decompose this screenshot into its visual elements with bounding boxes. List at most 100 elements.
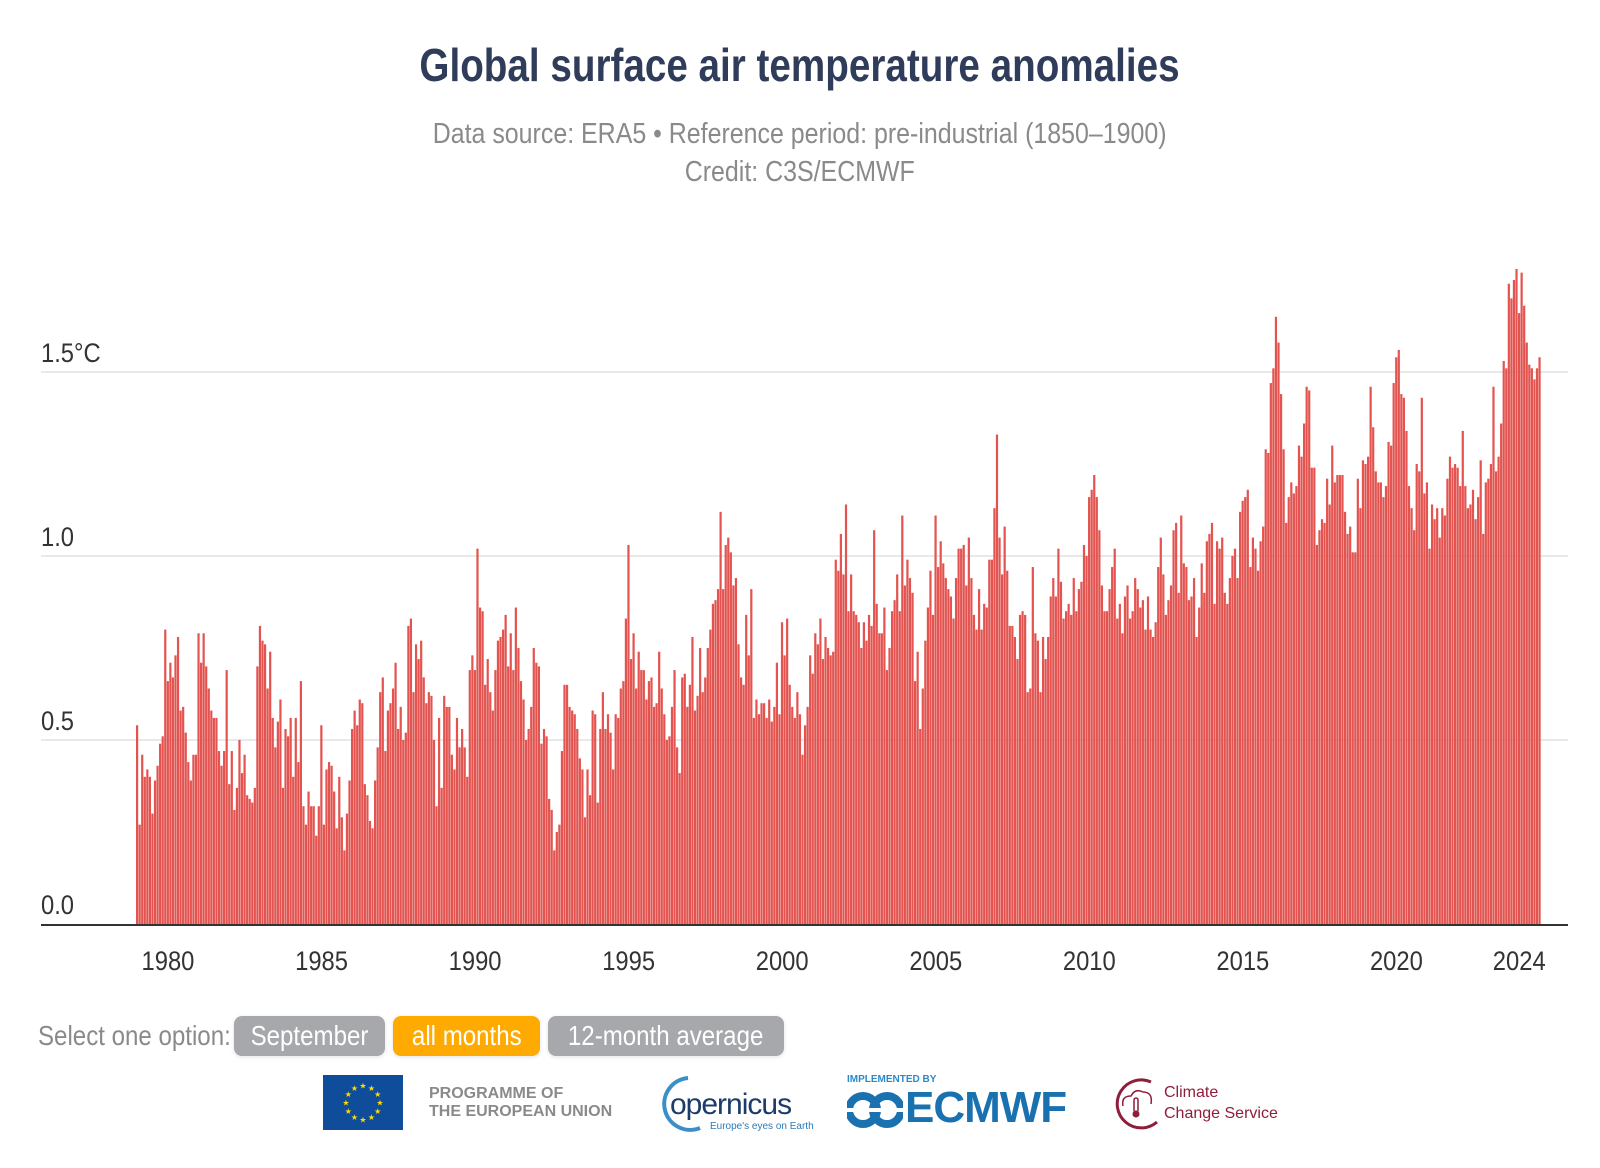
bar-2015-7	[1256, 570, 1260, 924]
bar-1981-12	[225, 670, 228, 924]
bar-1982-5	[238, 740, 241, 924]
bar-2020-2	[1397, 349, 1400, 924]
bar-2007-7	[1011, 625, 1014, 924]
bar-1986-1	[350, 728, 354, 924]
bar-2018-8	[1351, 552, 1354, 924]
x-tick-label: 2024	[1493, 947, 1546, 977]
bar-2012-8	[1167, 600, 1170, 924]
bar-2015-1	[1241, 500, 1244, 924]
bar-2003-9	[893, 600, 896, 924]
bar-2012-2	[1152, 636, 1155, 924]
bar-1996-8	[675, 747, 679, 924]
bar-1999-3	[755, 699, 758, 924]
c3s-line2: Change Service	[1164, 1105, 1278, 1122]
bar-2014-7	[1226, 603, 1229, 924]
option-label: 12-month average	[568, 1020, 764, 1051]
svg-text:★: ★	[359, 1116, 366, 1125]
bar-1991-5	[514, 607, 517, 924]
bar-2018-4	[1341, 475, 1344, 924]
bar-2017-7	[1318, 530, 1321, 924]
bar-1979-4	[143, 776, 146, 924]
bar-1981-8	[215, 717, 218, 924]
bar-2024-2	[1520, 272, 1523, 924]
svg-text:★: ★	[374, 1107, 381, 1116]
bar-1985-7	[335, 828, 338, 924]
bar-1983-8	[276, 721, 279, 924]
bar-1982-2	[230, 751, 233, 924]
bar-2017-3	[1308, 390, 1311, 924]
bar-2007-2	[998, 537, 1001, 924]
bar-1995-2	[629, 659, 633, 924]
bar-2001-8	[829, 655, 832, 924]
bar-1982-8	[246, 795, 249, 924]
bar-1985-1	[320, 725, 323, 924]
bar-2017-1	[1302, 423, 1306, 924]
bar-1979-11	[161, 736, 164, 924]
bar-1996-2	[660, 688, 663, 924]
bar-2019-8	[1382, 497, 1385, 924]
bar-1987-5	[391, 688, 395, 924]
option-all-months-button[interactable]: all months	[393, 1016, 540, 1056]
eu-stars-icon: ★ ★★★★★★★★★★★	[342, 1082, 383, 1125]
bar-2002-3	[847, 611, 850, 924]
bar-2022-12	[1484, 482, 1487, 924]
x-tick-label: 1990	[449, 947, 502, 977]
bar-1998-3	[724, 544, 727, 924]
bar-1993-3	[571, 710, 574, 924]
bar-2012-1	[1149, 629, 1152, 924]
option-12-month-average-button[interactable]: 12-month average	[548, 1016, 784, 1056]
bar-2010-9	[1108, 589, 1111, 924]
bar-2011-7	[1134, 578, 1137, 924]
bar-1994-7	[612, 769, 615, 924]
bar-2003-7	[888, 648, 891, 924]
bar-2004-11	[929, 570, 932, 924]
bar-1992-1	[535, 662, 538, 924]
bar-2008-6	[1039, 692, 1042, 924]
bar-2021-10	[1448, 456, 1452, 924]
bar-1979-10	[159, 743, 162, 924]
bar-2003-6	[885, 670, 889, 924]
bar-2002-8	[860, 648, 863, 924]
bar-2006-11	[990, 559, 993, 924]
bar-2023-4	[1494, 471, 1498, 924]
bar-1998-2	[722, 589, 725, 924]
bar-1995-9	[647, 681, 651, 924]
bar-1991-9	[524, 740, 528, 924]
bar-1992-5	[545, 736, 548, 924]
bar-1982-10	[251, 802, 254, 924]
bar-1991-7	[519, 681, 523, 924]
bar-1983-4	[266, 688, 269, 924]
bar-2008-9	[1047, 636, 1050, 924]
bar-2019-4	[1372, 427, 1375, 924]
x-tick-label: 2020	[1370, 947, 1423, 977]
copernicus-logo: opernicus Europe's eyes on Earth	[648, 1074, 814, 1134]
bar-1993-12	[594, 714, 597, 924]
bar-2005-6	[947, 589, 950, 924]
climate-change-service-text: Climate Change Service	[1164, 1082, 1278, 1124]
bar-1989-7	[458, 747, 461, 924]
bar-1989-9	[463, 747, 466, 924]
option-september-button[interactable]: September	[234, 1016, 385, 1056]
ecmwf-logo: IMPLEMENTED BY ECMWF	[847, 1074, 1067, 1134]
bar-2016-1	[1272, 368, 1275, 924]
copernicus-tagline: Europe's eyes on Earth	[710, 1121, 814, 1132]
bar-1998-11	[745, 614, 748, 924]
bar-2003-1	[873, 530, 876, 924]
bar-2013-2	[1182, 563, 1185, 924]
bar-1993-6	[578, 758, 581, 924]
bar-2014-10	[1233, 548, 1237, 924]
bar-1981-10	[220, 765, 223, 924]
bar-2020-5	[1405, 430, 1408, 924]
bar-1992-10	[558, 824, 561, 924]
bar-1981-1	[197, 633, 200, 924]
bar-1980-3	[171, 677, 175, 924]
bar-2021-12	[1453, 464, 1457, 924]
bar-2001-2	[814, 633, 817, 924]
svg-text:★: ★	[368, 1113, 375, 1122]
bar-1994-9	[617, 717, 620, 924]
bar-1979-1	[136, 725, 139, 924]
bar-2015-11	[1267, 452, 1270, 924]
eu-flag-logo: ★ ★ ★ ★ ★ ★ ★ ★ ★ ★ ★ ★	[323, 1075, 403, 1130]
bar-2019-2	[1366, 456, 1370, 924]
bar-2024-6	[1530, 368, 1533, 924]
